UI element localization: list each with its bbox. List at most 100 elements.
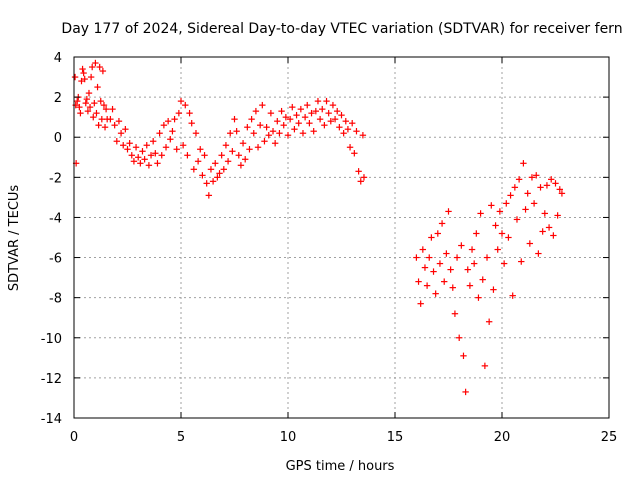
data-point <box>441 278 448 285</box>
data-point <box>169 128 176 135</box>
data-point <box>282 113 290 121</box>
data-point <box>329 101 337 109</box>
data-point <box>438 220 446 227</box>
data-point <box>539 228 546 235</box>
data-point <box>164 117 172 125</box>
data-point <box>145 162 153 169</box>
data-point <box>507 192 514 199</box>
data-point <box>162 144 170 151</box>
data-point <box>120 142 127 149</box>
data-point <box>77 109 84 117</box>
data-point <box>79 65 86 73</box>
x-tick-label: 10 <box>280 430 297 445</box>
data-point <box>289 103 296 111</box>
data-point <box>515 176 523 183</box>
plot-frame <box>73 56 610 419</box>
data-point <box>286 115 294 123</box>
y-tick-label: -14 <box>41 412 62 427</box>
data-point <box>554 212 561 219</box>
data-point <box>357 178 364 185</box>
data-point <box>276 130 283 137</box>
data-point <box>423 282 431 289</box>
data-point <box>74 97 81 105</box>
data-point <box>256 121 264 129</box>
data-point <box>88 63 96 71</box>
data-point <box>520 160 527 167</box>
data-point <box>314 97 322 105</box>
data-point <box>509 292 516 299</box>
data-point <box>331 115 339 123</box>
data-point <box>449 284 456 291</box>
data-point <box>360 174 368 181</box>
data-point <box>218 152 225 159</box>
data-point <box>295 119 302 127</box>
chart-title: Day 177 of 2024, Sidereal Day-to-day VTE… <box>61 21 622 37</box>
data-point <box>205 192 213 199</box>
data-point <box>453 254 461 261</box>
data-point <box>209 178 217 185</box>
data-point <box>353 128 360 135</box>
data-point <box>259 101 266 109</box>
data-point <box>235 152 242 159</box>
data-point <box>316 115 324 123</box>
data-point <box>135 154 142 161</box>
data-point <box>126 140 133 147</box>
data-point <box>160 121 168 129</box>
data-point <box>143 142 150 149</box>
data-point <box>124 146 131 153</box>
data-point <box>297 105 305 113</box>
data-point <box>342 117 349 125</box>
data-point <box>97 97 104 105</box>
data-point <box>246 146 253 153</box>
data-point <box>413 254 420 261</box>
data-point <box>319 105 326 113</box>
data-point <box>301 113 309 121</box>
data-point <box>201 152 208 159</box>
data-point <box>141 156 148 163</box>
data-point <box>548 176 555 183</box>
data-point <box>533 172 540 179</box>
data-point <box>242 156 249 163</box>
data-point <box>231 115 238 123</box>
data-point <box>154 160 161 167</box>
data-point <box>184 152 191 159</box>
data-point <box>224 158 232 165</box>
data-point <box>524 190 531 197</box>
x-tick-label: 20 <box>494 430 511 445</box>
data-point <box>128 152 135 159</box>
data-point <box>132 144 140 151</box>
data-point <box>528 174 536 181</box>
data-point <box>265 132 272 139</box>
data-point <box>76 103 83 111</box>
y-tick-label: -2 <box>49 171 62 186</box>
data-point <box>81 75 88 83</box>
data-point <box>556 186 563 193</box>
data-point <box>177 97 185 105</box>
data-point <box>447 266 454 273</box>
data-point <box>434 230 441 237</box>
data-point <box>199 172 206 179</box>
data-point <box>543 182 551 189</box>
y-tick-label: -8 <box>49 292 62 307</box>
data-point <box>182 101 189 109</box>
data-point <box>421 264 429 271</box>
y-tick-label: 4 <box>54 51 62 66</box>
data-point <box>451 310 459 317</box>
data-point <box>84 107 92 115</box>
data-point <box>188 119 195 127</box>
data-point <box>190 166 198 173</box>
data-point <box>541 210 548 217</box>
ticks-layer <box>73 56 610 419</box>
data-point <box>445 208 452 215</box>
data-point <box>71 73 79 81</box>
data-point <box>93 109 100 117</box>
data-point <box>334 107 341 115</box>
data-point <box>271 140 279 147</box>
data-point <box>321 121 328 129</box>
y-tick-label: -10 <box>41 332 62 347</box>
data-point <box>355 168 362 175</box>
data-point <box>233 128 240 135</box>
data-point <box>428 234 435 241</box>
data-point <box>522 206 529 213</box>
